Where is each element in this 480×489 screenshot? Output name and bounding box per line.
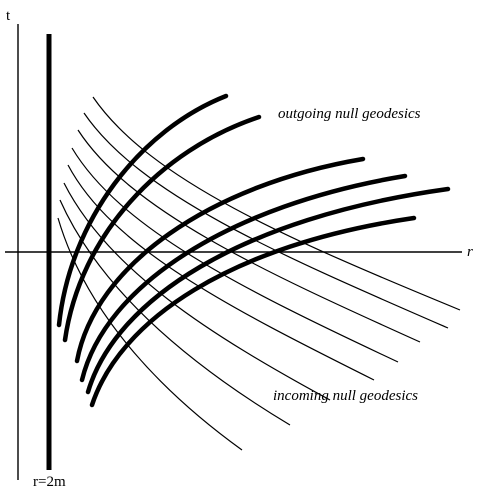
outgoing-geodesic [89, 215, 417, 408]
incoming-geodesic [92, 96, 461, 311]
incoming-geodesics-label: incoming null geodesics [273, 388, 418, 404]
t-axis-label: t [6, 8, 11, 24]
incoming-geodesic [71, 147, 399, 363]
horizon-label: r=2m [33, 474, 66, 489]
incoming-geodesic [59, 199, 291, 426]
outgoing-geodesic [62, 114, 262, 343]
outgoing-geodesic [56, 93, 229, 328]
outgoing-geodesics-label: outgoing null geodesics [278, 106, 421, 122]
outgoing-geodesic [85, 186, 451, 395]
outgoing-geodesic [74, 156, 366, 364]
incoming-geodesic [63, 182, 331, 401]
incoming-geodesic [83, 112, 449, 329]
outgoing-geodesic [79, 173, 408, 383]
incoming-geodesic [57, 217, 243, 451]
r-axis-label: r [467, 244, 473, 260]
outgoing-geodesics [56, 93, 451, 408]
